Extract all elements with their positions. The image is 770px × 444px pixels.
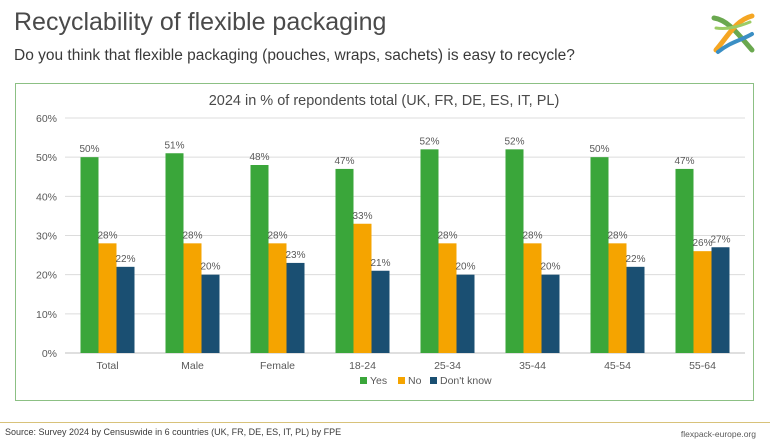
data-label: 28% bbox=[607, 230, 627, 241]
data-label: 21% bbox=[370, 258, 390, 269]
legend-swatch bbox=[430, 377, 437, 384]
data-label: 22% bbox=[115, 254, 135, 265]
data-label: 28% bbox=[182, 230, 202, 241]
data-label: 27% bbox=[710, 234, 730, 245]
footer-divider bbox=[0, 422, 770, 423]
bar-yes bbox=[505, 149, 524, 353]
y-tick-label: 30% bbox=[36, 231, 57, 243]
data-label: 47% bbox=[674, 156, 694, 167]
data-label: 51% bbox=[164, 140, 184, 151]
data-label: 28% bbox=[437, 230, 457, 241]
y-tick-label: 50% bbox=[36, 152, 57, 164]
legend-swatch bbox=[398, 377, 405, 384]
page-subtitle: Do you think that flexible packaging (po… bbox=[14, 47, 575, 64]
bar-yes bbox=[675, 168, 694, 353]
x-tick-label: Total bbox=[96, 360, 118, 372]
y-tick-label: 60% bbox=[36, 113, 57, 125]
bar-no bbox=[693, 251, 712, 353]
legend-swatch bbox=[360, 377, 367, 384]
x-tick-label: Male bbox=[181, 360, 204, 372]
bar-don-t-know bbox=[201, 274, 220, 353]
bar-no bbox=[523, 243, 542, 353]
legend-entry: Don't know bbox=[440, 375, 492, 387]
bar-no bbox=[98, 243, 117, 353]
bar-no bbox=[183, 243, 202, 353]
data-label: 20% bbox=[455, 262, 475, 273]
bar-no bbox=[438, 243, 457, 353]
bar-chart: 2024 in % of repondents total (UK, FR, D… bbox=[36, 93, 745, 387]
bar-don-t-know bbox=[626, 266, 645, 353]
y-tick-label: 0% bbox=[42, 348, 57, 360]
bar-don-t-know bbox=[456, 274, 475, 353]
bar-yes bbox=[335, 168, 354, 353]
y-tick-label: 10% bbox=[36, 309, 57, 321]
x-tick-label: 55-64 bbox=[689, 360, 716, 372]
bar-don-t-know bbox=[286, 262, 305, 353]
data-label: 52% bbox=[419, 136, 439, 147]
bar-don-t-know bbox=[116, 266, 135, 353]
data-label: 48% bbox=[249, 152, 269, 163]
bar-no bbox=[608, 243, 627, 353]
bar-no bbox=[353, 223, 372, 353]
bar-yes bbox=[250, 165, 269, 353]
data-label: 20% bbox=[200, 262, 220, 273]
x-tick-label: Female bbox=[260, 360, 295, 372]
flexpack-europe-logo-icon bbox=[711, 13, 755, 54]
data-label: 28% bbox=[267, 230, 287, 241]
bar-don-t-know bbox=[711, 247, 730, 353]
data-label: 50% bbox=[79, 144, 99, 155]
x-tick-label: 35-44 bbox=[519, 360, 546, 372]
bar-don-t-know bbox=[541, 274, 560, 353]
bar-yes bbox=[165, 153, 184, 353]
footer-source: Source: Survey 2024 by Censuswide in 6 c… bbox=[5, 427, 342, 437]
data-label: 23% bbox=[285, 250, 305, 261]
data-label: 22% bbox=[625, 254, 645, 265]
y-tick-label: 20% bbox=[36, 270, 57, 282]
chart-title: 2024 in % of repondents total (UK, FR, D… bbox=[209, 93, 560, 109]
data-label: 28% bbox=[522, 230, 542, 241]
data-label: 52% bbox=[504, 136, 524, 147]
x-tick-label: 18-24 bbox=[349, 360, 376, 372]
legend-entry: Yes bbox=[370, 375, 387, 387]
data-label: 20% bbox=[540, 262, 560, 273]
data-label: 26% bbox=[692, 238, 712, 249]
data-label: 28% bbox=[97, 230, 117, 241]
footer-site-link[interactable]: flexpack-europe.org bbox=[680, 429, 756, 439]
bar-yes bbox=[590, 157, 609, 353]
bar-no bbox=[268, 243, 287, 353]
y-tick-label: 40% bbox=[36, 191, 57, 203]
legend-entry: No bbox=[408, 375, 422, 387]
bar-don-t-know bbox=[371, 270, 390, 353]
data-label: 50% bbox=[589, 144, 609, 155]
page-title: Recyclability of flexible packaging bbox=[14, 8, 387, 36]
data-label: 47% bbox=[334, 156, 354, 167]
data-label: 33% bbox=[352, 211, 372, 222]
x-tick-label: 45-54 bbox=[604, 360, 631, 372]
x-tick-label: 25-34 bbox=[434, 360, 461, 372]
bar-yes bbox=[420, 149, 439, 353]
bar-yes bbox=[80, 157, 99, 353]
